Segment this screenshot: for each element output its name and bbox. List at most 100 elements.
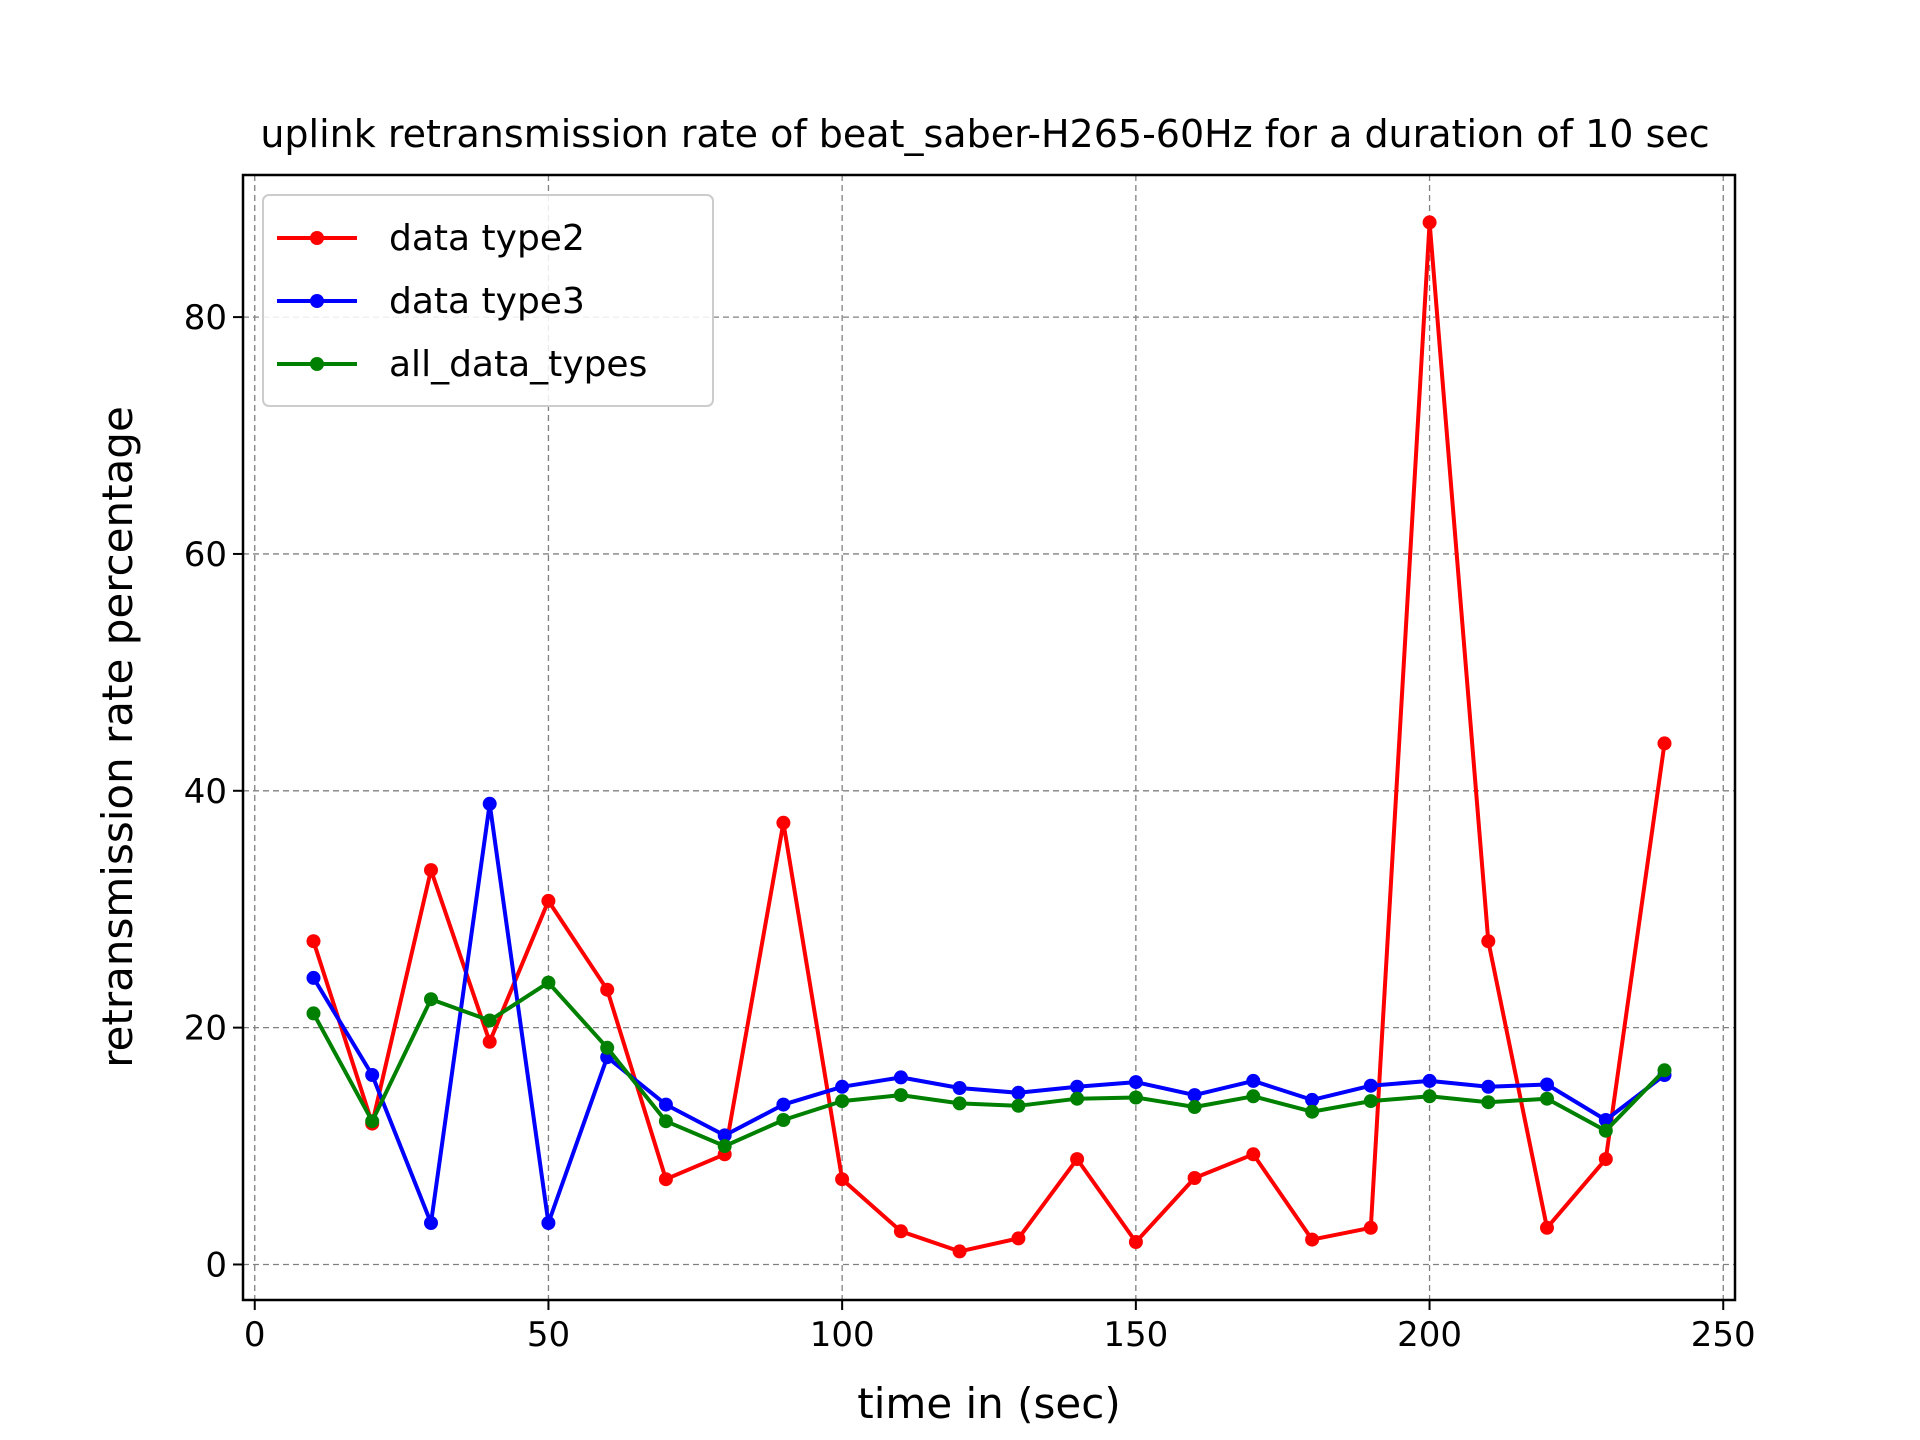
data-point — [1422, 1089, 1437, 1104]
data-point — [1187, 1100, 1202, 1114]
data-point — [1363, 1078, 1378, 1093]
data-point — [1598, 1152, 1613, 1167]
data-point — [1128, 1090, 1143, 1105]
data-point — [365, 1068, 380, 1082]
data-point — [1011, 1098, 1026, 1113]
data-point — [717, 1128, 732, 1143]
x-axis-title: time in (sec) — [857, 1379, 1120, 1428]
data-point — [835, 1079, 850, 1094]
ticks: 0 50 100 150 200 250 0 20 40 60 80 — [184, 298, 1756, 1355]
data-point — [1598, 1113, 1613, 1127]
data-point — [658, 1097, 673, 1112]
series-2 — [306, 975, 1672, 1154]
data-point — [1657, 1063, 1672, 1078]
data-point — [1246, 1089, 1261, 1104]
data-point — [1540, 1091, 1554, 1106]
data-point — [893, 1088, 908, 1103]
data-point — [482, 1013, 497, 1028]
data-point — [600, 1040, 615, 1055]
x-tick-label: 150 — [1103, 1315, 1168, 1355]
data-point — [1187, 1088, 1202, 1103]
data-point — [541, 1216, 556, 1230]
data-point — [717, 1139, 732, 1154]
plot-frame — [241, 173, 1737, 1302]
data-point — [952, 1244, 967, 1259]
legend: data type2 data type3 all_data_types — [262, 194, 714, 407]
data-point — [1598, 1123, 1613, 1138]
data-point — [482, 1034, 497, 1049]
data-point — [658, 1114, 673, 1129]
data-point — [1070, 1152, 1085, 1167]
data-point — [306, 934, 321, 949]
y-tick-label: 60 — [184, 535, 227, 575]
series-layer — [306, 215, 1672, 1259]
data-point — [541, 975, 556, 990]
data-point — [1128, 1235, 1143, 1249]
data-point — [1363, 1094, 1378, 1109]
data-point — [600, 982, 615, 997]
data-point — [306, 1006, 321, 1021]
data-point — [1128, 1075, 1143, 1090]
data-point — [893, 1224, 908, 1239]
legend-label: all_data_types — [389, 344, 647, 385]
data-point — [1481, 1079, 1496, 1094]
data-point — [1422, 1073, 1437, 1088]
data-point — [658, 1172, 673, 1187]
data-point — [424, 863, 438, 878]
data-point — [1187, 1171, 1202, 1185]
data-point — [424, 1216, 438, 1230]
y-axis-title: retransmission rate percentage — [93, 406, 142, 1068]
legend-label: data type2 — [389, 218, 585, 259]
x-tick-label: 100 — [810, 1315, 875, 1355]
data-point — [835, 1094, 850, 1109]
data-point — [835, 1172, 850, 1187]
y-tick-label: 0 — [205, 1245, 227, 1285]
chart-title: uplink retransmission rate of beat_saber… — [260, 112, 1709, 156]
data-point — [1540, 1077, 1554, 1092]
x-tick-label: 200 — [1397, 1315, 1462, 1355]
y-tick-label: 20 — [184, 1009, 227, 1049]
legend-entry: all_data_types — [277, 344, 647, 385]
data-point — [1305, 1104, 1320, 1119]
x-tick-label: 250 — [1691, 1315, 1756, 1355]
data-point — [1246, 1073, 1261, 1088]
y-tick-label: 80 — [184, 298, 227, 338]
series-1 — [306, 796, 1672, 1230]
legend-entry: data type3 — [277, 281, 585, 322]
data-point — [1011, 1231, 1026, 1246]
data-point — [541, 893, 556, 908]
data-point — [1305, 1092, 1320, 1107]
data-point — [1305, 1232, 1320, 1247]
data-point — [1422, 215, 1437, 230]
data-point — [776, 815, 791, 830]
data-point — [1070, 1079, 1085, 1094]
data-point — [1011, 1085, 1026, 1100]
data-point — [1246, 1147, 1261, 1162]
data-point — [1657, 736, 1672, 751]
data-point — [952, 1081, 967, 1095]
y-tick-label: 40 — [184, 772, 227, 812]
data-point — [424, 992, 438, 1007]
data-point — [1481, 934, 1496, 949]
data-point — [952, 1096, 967, 1111]
data-point — [893, 1070, 908, 1085]
x-tick-label: 0 — [244, 1315, 266, 1355]
series-line — [311, 220, 1667, 1254]
legend-entry: data type2 — [277, 218, 585, 259]
legend-marker — [310, 357, 324, 371]
data-point — [1540, 1220, 1554, 1235]
data-point — [1363, 1220, 1378, 1235]
series-line — [311, 980, 1666, 1149]
legend-marker — [310, 231, 324, 245]
data-point — [776, 1097, 791, 1112]
legend-box — [262, 194, 714, 407]
grid — [243, 175, 1735, 1300]
x-tick-label: 50 — [527, 1315, 570, 1355]
data-point — [776, 1113, 791, 1127]
series-line — [311, 801, 1666, 1225]
data-point — [1481, 1095, 1496, 1110]
data-point — [1070, 1091, 1085, 1106]
data-point — [482, 796, 497, 811]
legend-label: data type3 — [389, 281, 585, 322]
